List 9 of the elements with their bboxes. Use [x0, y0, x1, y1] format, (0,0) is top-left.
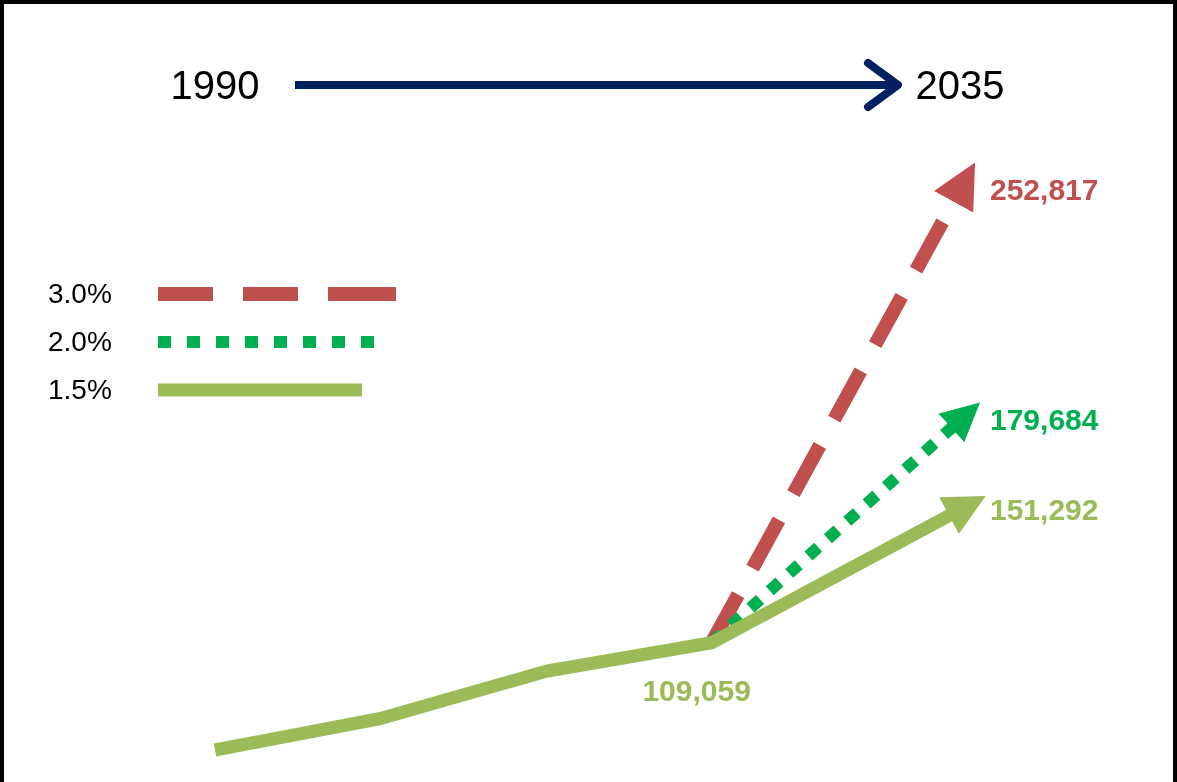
x-tick-label: 1990: [170, 63, 260, 107]
x-tick-label: 2035: [915, 63, 1005, 107]
data-label: 179,684: [990, 403, 1099, 437]
legend-label: 1.5%: [48, 374, 112, 405]
legend-label: 3.0%: [48, 278, 112, 309]
data-label: 109,059: [642, 673, 751, 707]
legend-label: 2.0%: [48, 326, 112, 357]
data-label: 151,292: [990, 492, 1099, 526]
data-label: 252,817: [990, 173, 1099, 206]
